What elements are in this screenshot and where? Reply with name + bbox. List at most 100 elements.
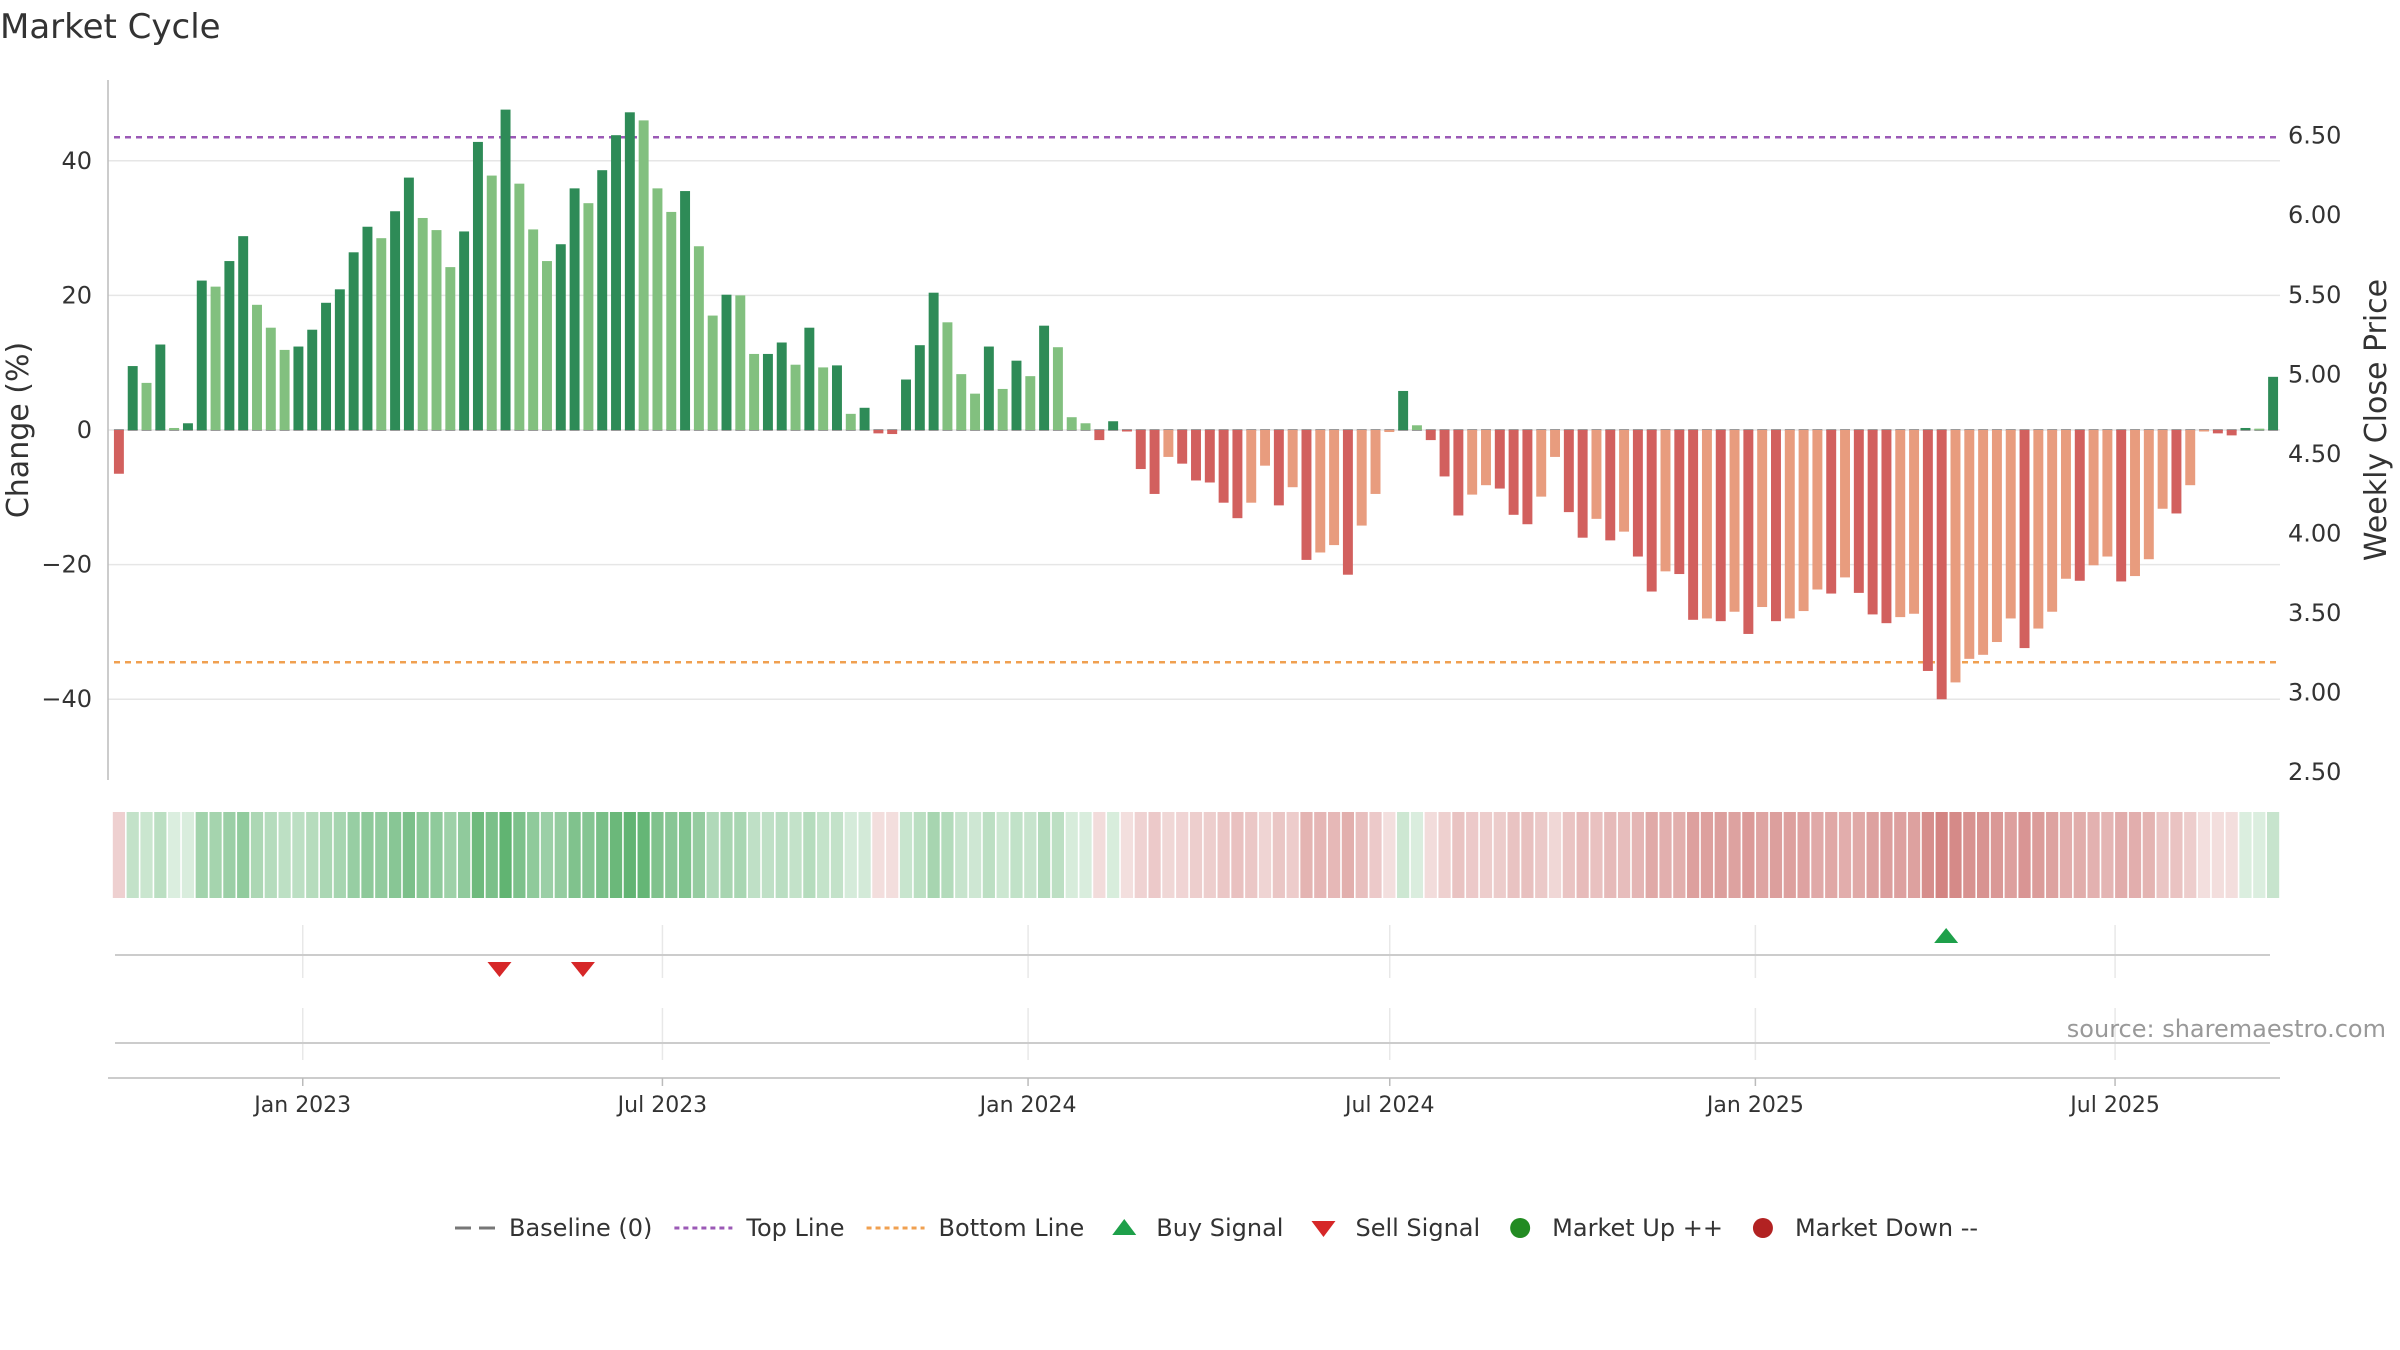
legend-sell-swatch [1311, 1221, 1336, 1237]
heat-cell [388, 812, 402, 898]
bar [1605, 430, 1616, 541]
bar [1356, 430, 1367, 526]
bar [2254, 428, 2265, 431]
heat-cell [1203, 812, 1216, 898]
heat-cell [1852, 812, 1865, 898]
heat-cell [1949, 812, 1962, 898]
bar [1425, 430, 1436, 441]
bar [707, 315, 718, 430]
bar [1204, 430, 1215, 483]
bar [362, 226, 373, 430]
bar [1481, 430, 1491, 486]
bar [666, 211, 677, 430]
heat-cell [1162, 812, 1175, 898]
heat-cell [1700, 812, 1714, 898]
heat-cell [361, 812, 374, 898]
heat-cell [623, 812, 636, 898]
bar [1729, 430, 1740, 612]
bar [113, 430, 124, 474]
heat-cell [720, 812, 733, 898]
bar [1812, 430, 1823, 590]
bar [1978, 430, 1989, 655]
heat-cell [347, 812, 360, 898]
bar [845, 413, 856, 430]
bar [2116, 430, 2127, 582]
heat-cell [1327, 812, 1341, 898]
bar [2268, 376, 2279, 430]
heat-cell [209, 812, 222, 898]
bar [1991, 430, 2002, 643]
heat-cell [333, 812, 346, 898]
heat-cell [1535, 812, 1548, 898]
heat-cell [1286, 812, 1299, 898]
heat-cell [1728, 812, 1741, 898]
bar [1287, 430, 1298, 488]
bar [1094, 430, 1105, 441]
heat-cell [2253, 812, 2266, 898]
bar [307, 329, 318, 430]
heat-cell [1176, 812, 1189, 898]
bar [555, 244, 566, 430]
heat-cell [899, 812, 913, 898]
heat-cell [2087, 812, 2100, 898]
bar [472, 141, 483, 430]
heat-cell [1714, 812, 1727, 898]
bar [1619, 430, 1630, 532]
heat-cell [982, 812, 995, 898]
bar [1329, 430, 1340, 546]
bar [390, 211, 401, 430]
bar [583, 203, 594, 430]
heat-cell [1024, 812, 1037, 898]
heat-cell [996, 812, 1009, 898]
heat-cell [250, 812, 264, 898]
heat-cell [430, 812, 443, 898]
heat-cell [1272, 812, 1285, 898]
heat-cell [830, 812, 844, 898]
bar [542, 261, 552, 430]
bar [2171, 430, 2182, 514]
bar [348, 252, 359, 430]
heat-cell [1576, 812, 1589, 898]
bar [1674, 430, 1685, 575]
heat-strip [112, 812, 2280, 898]
y2-tick-label: 5.50 [2288, 281, 2341, 309]
heat-cell [596, 812, 609, 898]
bar [1135, 430, 1146, 470]
heat-cell [1258, 812, 1272, 898]
sell-signal-marker [570, 962, 595, 977]
bar [1467, 430, 1478, 495]
bar [1232, 430, 1243, 519]
bar [1508, 430, 1519, 515]
y-tick-label: 20 [61, 281, 92, 309]
heat-cell [1866, 812, 1879, 898]
bar [611, 135, 621, 430]
bar [252, 304, 262, 430]
heat-cell [1963, 812, 1976, 898]
heat-cell [1977, 812, 1990, 898]
legend-label: Buy Signal [1156, 1214, 1283, 1242]
bar [2019, 430, 2030, 649]
heat-cell [1037, 812, 1051, 898]
heat-cell [1617, 812, 1631, 898]
bar [528, 229, 539, 430]
heat-cell [112, 812, 126, 898]
bar [693, 246, 704, 430]
bar [1149, 430, 1160, 494]
heat-cell [2046, 812, 2059, 898]
heat-cell [1452, 812, 1465, 898]
bar [804, 327, 815, 430]
heat-cell [1756, 812, 1769, 898]
y2-axis-title: Weekly Close Price [2359, 279, 2394, 561]
heat-cell [706, 812, 719, 898]
heat-cell [2239, 812, 2252, 898]
bar [431, 230, 442, 430]
legend: Baseline (0) Top Line Bottom Line Buy Signa… [455, 1214, 1978, 1242]
heat-cell [1300, 812, 1313, 898]
heat-cell [1148, 812, 1161, 898]
legend-item: Market Down -- [1752, 1214, 1978, 1242]
bar [196, 280, 207, 430]
bar [1950, 430, 1961, 683]
bar [1494, 430, 1505, 489]
heat-cell [485, 812, 498, 898]
